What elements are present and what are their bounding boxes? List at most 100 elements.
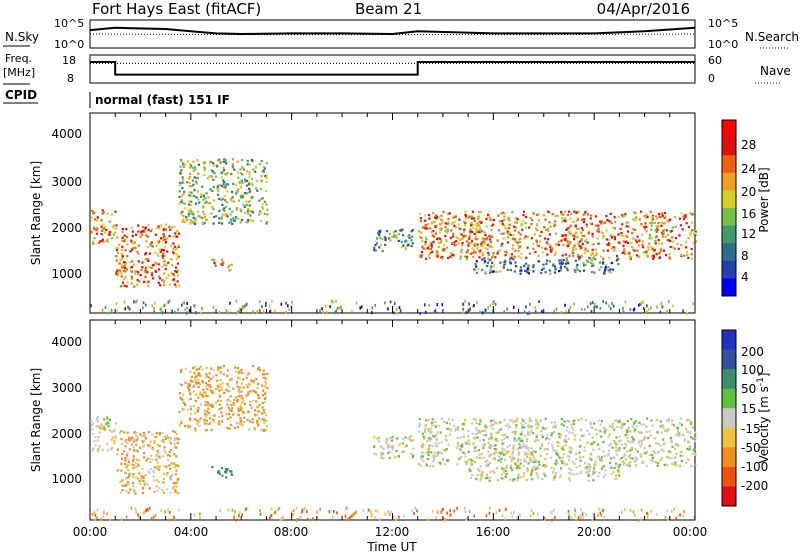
vel-cells-cell (609, 462, 612, 465)
power-cells-cell (118, 262, 121, 265)
vel-cells-speckle (468, 510, 471, 514)
power-cells-cell (436, 252, 439, 255)
vel-cells-cell (666, 428, 669, 431)
power-cells-cell (520, 224, 523, 227)
vel-cells-cell (588, 463, 591, 466)
vel-cells-cell (142, 456, 145, 459)
vel-cells-cell (584, 419, 588, 422)
power-cells-cell (590, 258, 593, 261)
power-cells-cell (430, 231, 433, 234)
vel-cells-cell (124, 445, 127, 448)
power-cells-cell (582, 269, 586, 272)
power-cells-cell (601, 236, 604, 239)
vel-cells-cell (177, 464, 180, 467)
vel-cells-cell (130, 436, 133, 439)
vel-cells-cell (265, 425, 269, 428)
vel-cells-cell (156, 461, 159, 464)
power-cells-cell (640, 210, 643, 213)
vel-cells-cell (124, 459, 127, 462)
vel-cells-speckle (599, 511, 602, 515)
vel-cells-cell (567, 437, 570, 440)
power-cells-cell (265, 177, 268, 180)
power-cells-cell (691, 229, 694, 232)
vel-cells-cell (434, 420, 437, 423)
power-cells-cell (540, 271, 543, 275)
power-cells-cell (536, 229, 539, 232)
vel-cells-cell (675, 443, 678, 446)
vel-cells-speckle (646, 511, 648, 515)
power-cells-cell (121, 230, 124, 234)
power-cells-cell (492, 252, 495, 255)
vel-cells-cell (133, 437, 136, 440)
vel-cells-cell (554, 421, 557, 424)
vel-cells-speckle (416, 509, 418, 513)
vel-cells-cell (475, 445, 478, 448)
power-cells-cell (178, 202, 181, 205)
vel-cells-cell (262, 389, 265, 392)
power-cells-cell (125, 285, 128, 288)
vel-cells-cell (420, 455, 423, 458)
vel-cells-cell (623, 422, 626, 426)
power-cells-cell (424, 241, 427, 244)
vel-cells-cell (474, 436, 477, 439)
vel-cells-cell (437, 461, 440, 464)
vel-cells-cell (584, 462, 587, 465)
vel-cells-cell (100, 427, 103, 431)
vel-cells-cell (196, 419, 199, 422)
vel-cells-cell (388, 446, 391, 449)
vel-cells-cell (617, 466, 620, 469)
vel-cells-cell (225, 471, 228, 474)
vel-cells-cell (176, 437, 179, 440)
vel-cells-cell (456, 436, 459, 439)
power-cells-speckle (227, 311, 229, 315)
vel-cells-cell (175, 432, 178, 436)
vel-cells-speckle (167, 508, 169, 512)
power-cells-cell (249, 200, 252, 203)
power-cells-cell (574, 224, 577, 227)
vel-cells-cell (587, 479, 590, 482)
power-cells-cell (262, 170, 265, 174)
vel-cells-cell (520, 433, 523, 436)
vel-cells-cell (544, 417, 547, 420)
vel-cells-cell (645, 425, 648, 428)
power-cells-cell (435, 224, 439, 227)
power-cells-cell (168, 225, 171, 229)
power-cells-speckle (288, 308, 290, 312)
power-cells-cell (190, 194, 193, 197)
vel-cells-cell (680, 423, 684, 426)
power-cells-speckle (523, 310, 526, 314)
vel-cells-cell (252, 388, 255, 391)
power-cells-speckle (672, 304, 674, 308)
power-cells-cell (120, 275, 123, 278)
power-cells-cell (150, 241, 153, 244)
power-cells-cell (610, 222, 613, 225)
power-cells-cell (96, 216, 99, 219)
vel-cells-cell (499, 421, 502, 424)
vel-cells-cell (192, 405, 195, 408)
vel-cells-cell (373, 452, 376, 455)
vel-cells-cell (172, 482, 175, 485)
vel-cells-cell (483, 456, 486, 459)
vel-cells-cell (532, 456, 536, 459)
vel-cells-cell (479, 456, 482, 459)
power-cells-cell (540, 234, 543, 237)
power-cells-cell (519, 256, 522, 259)
vel-cells-cell (385, 441, 388, 444)
power-cells-cell (613, 238, 616, 241)
power-cells-cell (485, 238, 488, 241)
vel-cells-cell (565, 429, 568, 432)
vel-cells-speckle (311, 517, 314, 521)
power-cells-cell (491, 218, 494, 221)
vel-cells-speckle (351, 513, 354, 517)
vel-cells-cell (685, 427, 688, 431)
power-cells-speckle (218, 311, 221, 314)
power-cells-cell (130, 226, 133, 229)
vel-cells-cell (660, 456, 663, 459)
power-cells-cell (443, 244, 446, 247)
power-cells-cell (162, 233, 165, 236)
vel-cells-cell (493, 453, 496, 456)
power-cells-speckle (355, 301, 358, 305)
power-cells-cell (251, 184, 254, 187)
vel-cells-cell (177, 492, 180, 495)
vel-cells-cell (670, 419, 674, 422)
